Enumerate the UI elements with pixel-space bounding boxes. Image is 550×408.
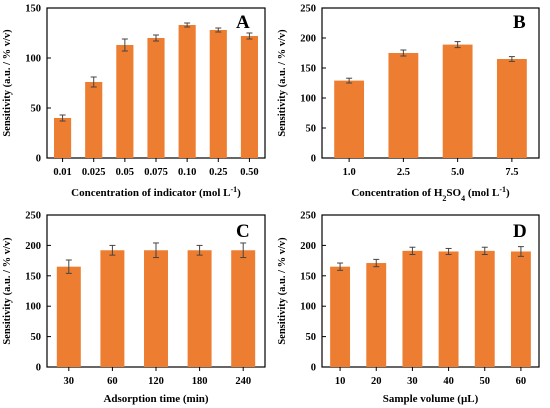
y-tick-label: 100 — [25, 302, 41, 313]
y-tick-label: 250 — [25, 211, 41, 222]
x-tick-label: 180 — [192, 376, 208, 387]
y-axis-label: Sensitivity (a.u. / % v/v) — [2, 29, 13, 137]
y-tick-label: 150 — [300, 271, 316, 282]
plot-frame — [321, 214, 540, 368]
bar — [147, 38, 165, 158]
bar — [144, 250, 168, 367]
x-tick-label: 0.025 — [82, 167, 106, 178]
chart-panel-a: 0 50 100 150 0.01 0.025 0.05 0.075 0.10 0.25 0.50 A… — [2, 4, 266, 200]
plot-frame — [321, 7, 540, 159]
x-tick-label: 60 — [516, 376, 527, 387]
bar — [187, 250, 212, 367]
y-tick-label: 50 — [31, 104, 42, 115]
bar — [366, 263, 387, 367]
y-tick-label: 0 — [311, 154, 316, 165]
bar — [496, 59, 527, 158]
x-tick-label: 7.5 — [505, 167, 518, 178]
bar — [100, 250, 125, 367]
y-tick-label: 250 — [300, 211, 316, 222]
chart-panel-b: 0 50 100 150 200 250 1.0 2.5 5.0 7.5 B Sensitivity … — [277, 4, 540, 203]
y-tick-label: 150 — [300, 64, 316, 75]
x-tick-label: 240 — [235, 376, 251, 387]
bar — [178, 25, 196, 158]
y-tick-label: 200 — [300, 34, 316, 45]
bar — [442, 44, 473, 158]
x-tick-label: 30 — [407, 376, 418, 387]
x-tick-label: 40 — [443, 376, 454, 387]
y-tick-label: 100 — [300, 94, 316, 105]
y-tick-label: 0 — [36, 363, 41, 374]
x-tick-label: 0.10 — [178, 167, 196, 178]
bar — [56, 266, 81, 367]
y-tick-label: 150 — [25, 271, 41, 282]
bar — [85, 82, 103, 158]
x-tick-label: 30 — [64, 376, 75, 387]
bar — [474, 250, 495, 367]
x-axis-label: Adsorption time (min) — [103, 393, 208, 405]
x-tick-label: 20 — [371, 376, 382, 387]
panel-letter: B — [513, 12, 526, 33]
panel-letter: C — [236, 221, 250, 242]
x-tick-label: 2.5 — [397, 167, 410, 178]
y-tick-label: 200 — [25, 241, 41, 252]
x-axis-label: Sample volume (µL) — [383, 393, 479, 405]
bar — [330, 266, 351, 367]
y-axis-label: Sensitivity (a.u. / % v/v) — [277, 237, 288, 345]
panel-letter: A — [236, 12, 250, 33]
chart-panel-d: 0 50 100 150 200 250 10 20 30 40 50 60 D Sensitivity … — [277, 211, 540, 405]
bar — [209, 30, 227, 158]
y-tick-label: 200 — [300, 241, 316, 252]
y-tick-label: 100 — [300, 302, 316, 313]
x-tick-label: 60 — [107, 376, 118, 387]
bar — [240, 36, 258, 158]
x-tick-label: 0.25 — [209, 167, 227, 178]
y-axis-label: Sensitivity (a.u. / % v/v) — [277, 29, 288, 137]
y-tick-label: 250 — [300, 4, 316, 15]
bar — [54, 118, 72, 158]
bar — [334, 80, 365, 158]
x-tick-label: 10 — [335, 376, 346, 387]
x-axis-label: Concentration of indicator (mol L-1) — [71, 185, 241, 200]
y-tick-label: 150 — [25, 4, 41, 15]
y-tick-label: 0 — [36, 154, 41, 165]
y-tick-label: 50 — [31, 332, 42, 343]
chart-panel-c: 0 50 100 150 200 250 30 60 120 180 240 C Sensitivity… — [2, 211, 266, 405]
y-axis-label: Sensitivity (a.u. / % v/v) — [2, 237, 13, 345]
x-tick-label: 0.50 — [240, 167, 258, 178]
x-tick-label: 1.0 — [343, 167, 356, 178]
bar — [388, 53, 419, 158]
bar — [116, 45, 134, 158]
x-tick-label: 50 — [480, 376, 491, 387]
x-tick-label: 120 — [148, 376, 164, 387]
bar — [510, 251, 531, 367]
x-tick-label: 5.0 — [451, 167, 464, 178]
x-tick-label: 0.01 — [53, 167, 71, 178]
y-tick-label: 50 — [306, 124, 317, 135]
y-tick-label: 100 — [25, 54, 41, 65]
y-tick-label: 50 — [306, 332, 317, 343]
bar — [231, 250, 256, 367]
bar — [402, 250, 423, 367]
x-axis-label: Concentration of H2SO4 (mol L-1) — [351, 185, 510, 203]
panel-letter: D — [513, 221, 527, 242]
x-tick-label: 0.075 — [144, 167, 168, 178]
x-tick-label: 0.05 — [116, 167, 134, 178]
y-tick-label: 0 — [311, 363, 316, 374]
bar — [438, 251, 459, 367]
